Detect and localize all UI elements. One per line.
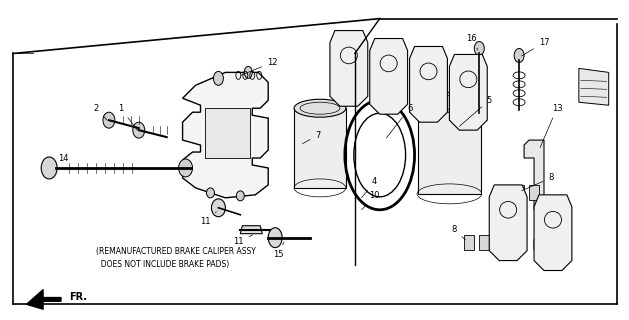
Polygon shape — [409, 46, 447, 122]
Text: DOES NOT INCLUDE BRAKE PADS): DOES NOT INCLUDE BRAKE PADS) — [96, 260, 229, 269]
Text: 2: 2 — [93, 104, 107, 120]
Ellipse shape — [474, 42, 484, 55]
Text: 11: 11 — [200, 212, 216, 226]
Text: 10: 10 — [362, 191, 380, 210]
Text: FR.: FR. — [69, 292, 87, 302]
Polygon shape — [524, 140, 554, 250]
Ellipse shape — [103, 112, 115, 128]
Text: 1: 1 — [118, 104, 137, 130]
Polygon shape — [514, 185, 524, 200]
Text: 14: 14 — [56, 154, 69, 168]
Ellipse shape — [206, 188, 214, 198]
Polygon shape — [370, 38, 408, 114]
Ellipse shape — [294, 99, 346, 117]
Text: 4: 4 — [362, 177, 377, 198]
Polygon shape — [294, 108, 346, 188]
Ellipse shape — [211, 199, 225, 217]
Polygon shape — [529, 185, 539, 200]
Ellipse shape — [179, 159, 192, 177]
Ellipse shape — [514, 49, 524, 62]
Polygon shape — [494, 235, 504, 250]
Polygon shape — [449, 54, 487, 130]
Ellipse shape — [133, 122, 145, 138]
Text: 6: 6 — [386, 104, 412, 138]
Ellipse shape — [213, 71, 223, 85]
Polygon shape — [534, 195, 572, 270]
Polygon shape — [206, 108, 250, 158]
Text: 11: 11 — [233, 235, 253, 246]
Text: 16: 16 — [466, 34, 478, 50]
Text: 17: 17 — [521, 38, 549, 56]
Ellipse shape — [244, 67, 252, 78]
Text: 8: 8 — [452, 225, 465, 240]
Polygon shape — [330, 31, 368, 106]
Ellipse shape — [237, 191, 244, 201]
Text: 7: 7 — [303, 131, 321, 144]
Text: 3: 3 — [0, 319, 1, 320]
Polygon shape — [182, 72, 268, 198]
Text: 15: 15 — [273, 242, 284, 259]
Polygon shape — [479, 235, 489, 250]
Polygon shape — [579, 68, 609, 105]
Ellipse shape — [41, 157, 57, 179]
Text: 8: 8 — [521, 173, 554, 191]
Polygon shape — [489, 185, 527, 260]
Text: 12: 12 — [241, 58, 277, 75]
Text: 13: 13 — [540, 104, 562, 148]
Polygon shape — [499, 185, 509, 200]
Polygon shape — [26, 289, 61, 309]
Polygon shape — [240, 226, 262, 234]
Text: 5: 5 — [459, 96, 492, 126]
Text: (REMANUFACTURED BRAKE CALIPER ASSY: (REMANUFACTURED BRAKE CALIPER ASSY — [96, 247, 256, 256]
Ellipse shape — [417, 92, 482, 112]
Ellipse shape — [268, 228, 282, 248]
Polygon shape — [464, 235, 474, 250]
Text: 9: 9 — [0, 319, 1, 320]
Polygon shape — [418, 102, 481, 194]
